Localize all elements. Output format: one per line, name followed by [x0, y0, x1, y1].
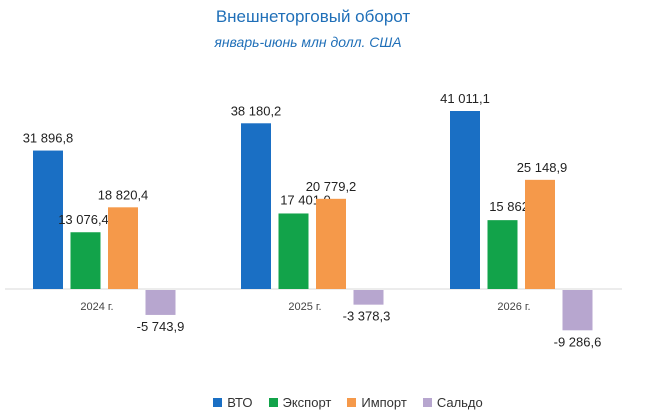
data-label: 41 011,1 [440, 91, 490, 106]
data-label: 13 076,4 [58, 212, 109, 227]
bar-Экспорт-2026 г. [487, 220, 518, 289]
bar-Импорт-2024 г. [108, 207, 138, 289]
data-label: -5 743,9 [137, 319, 185, 334]
legend-item: Экспорт [268, 395, 332, 410]
data-label: 38 180,2 [231, 103, 282, 118]
chart-subtitle: январь-июнь млн долл. США [214, 34, 402, 50]
bar-Сальдо-2025 г. [353, 290, 384, 305]
bar-ВТО-2024 г. [33, 150, 63, 289]
bar-ВТО-2025 г. [241, 123, 271, 289]
legend-swatch [347, 398, 357, 407]
legend-item: ВТО [213, 395, 253, 410]
data-label: -9 286,6 [554, 334, 602, 349]
bar-Сальдо-2024 г. [145, 290, 176, 315]
legend-swatch [213, 398, 223, 407]
legend-swatch [422, 398, 432, 407]
x-tick-label: 2025 г. [288, 301, 321, 313]
data-label: 18 820,4 [98, 187, 149, 202]
data-label: 20 779,2 [306, 179, 357, 194]
data-label: -3 378,3 [343, 309, 391, 324]
chart-title: Внешнеторговый оборот [215, 7, 411, 26]
legend-label: Экспорт [282, 395, 332, 410]
legend-item: Сальдо [422, 395, 483, 410]
bar-Экспорт-2024 г. [70, 232, 101, 289]
bar-Импорт-2025 г. [316, 198, 346, 289]
data-label: 25 148,9 [517, 160, 568, 175]
x-tick-label: 2026 г. [497, 301, 530, 313]
legend-item: Импорт [347, 395, 407, 410]
legend-label: Импорт [361, 395, 407, 410]
bar-Экспорт-2025 г. [278, 213, 309, 289]
data-label: 31 896,8 [23, 131, 74, 146]
legend-label: ВТО [227, 395, 253, 410]
x-tick-label: 2024 г. [80, 301, 113, 313]
bar-ВТО-2026 г. [450, 111, 480, 289]
legend-label: Сальдо [436, 395, 483, 410]
legend: ВТО Экспорт Импорт Сальдо [18, 395, 660, 410]
bar-Сальдо-2026 г. [562, 290, 593, 331]
legend-swatch [268, 398, 278, 407]
bar-Импорт-2026 г. [525, 179, 555, 289]
